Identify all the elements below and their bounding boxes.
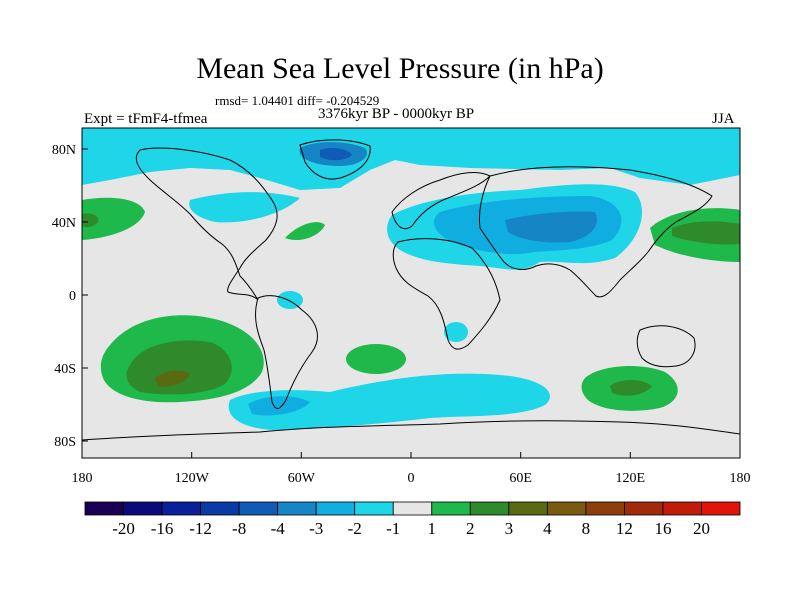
colorbar-label: 8 [582,519,591,538]
colorbar-label: -1 [386,519,400,538]
colorbar-box [123,501,163,516]
north-pacific-high-west-core [82,213,99,228]
colorbar-label: -20 [112,519,135,538]
south-indian-high-core [610,380,652,396]
north-america-coast [135,147,278,301]
colorbar-label: 1 [428,519,437,538]
antarctica-coast [82,420,740,441]
africa-coast [392,238,501,350]
x-label-0: 0 [408,471,415,486]
tick-marks [81,148,741,458]
colorbar-box [508,501,548,516]
x-axis-labels: 180 120W 60W 0 60E 120E 180 [72,471,751,486]
colorbar-box [431,501,471,516]
y-label-80n: 80N [52,143,76,158]
colorbar-box [701,501,741,516]
asia-coast [479,166,713,298]
colorbar-label: -8 [232,519,246,538]
colorbar-label: 4 [543,519,552,538]
x-label-60w: 60W [288,471,316,486]
african-low [444,322,468,342]
colorbar-label: -12 [189,519,212,538]
colorbar-box [662,501,702,516]
colorbar-label: 3 [505,519,514,538]
southern-ocean-low-inner [248,396,310,416]
y-label-40s: 40S [54,362,76,377]
colorbar-box [238,501,279,516]
colorbar-label: 20 [693,519,710,538]
colorbar-box [354,501,394,516]
colorbar-box [585,501,625,516]
colorbar-label: -2 [348,519,362,538]
greenland-low-core [320,147,352,161]
y-label-40n: 40N [52,216,76,231]
y-axis-labels: 80N 40N 0 40S 80S [52,143,76,450]
y-label-0: 0 [69,289,76,304]
season-label: JJA [712,111,735,127]
colorbar-box [546,501,587,516]
colorbar-label: -3 [309,519,323,538]
tropical-atlantic-low [277,291,303,309]
colorbar: -20 -16 -12 -8 -4 -3 -2 -1 1 2 3 4 8 12 16 20 [84,501,741,538]
colorbar-box [392,501,433,516]
tibet-low-core [505,211,598,243]
south-pacific-high-core [155,370,190,387]
x-label-120e: 120E [616,471,646,486]
colorbar-box [161,501,201,516]
colorbar-label: 12 [616,519,633,538]
north-pacific-high-west [82,197,145,240]
x-label-120w: 120W [175,471,210,486]
colorbar-label: 16 [654,519,671,538]
x-label-60e: 60E [509,471,532,486]
north-pacific-high-inner [672,221,740,245]
experiment-label: Expt = tFmF4-tfmea [84,111,208,127]
colorbar-label: 2 [466,519,475,538]
map-plot-area [82,128,740,458]
south-atlantic-high [346,344,406,374]
australia-coast [636,325,696,368]
colorbar-label: -16 [151,519,174,538]
north-atlantic-high [285,222,325,241]
arctic-negative-region [82,128,740,190]
colorbar-box [200,501,240,516]
chart-title: Mean Sea Level Pressure (in hPa) [196,52,604,85]
coastlines [82,139,740,441]
colorbar-box [469,501,510,516]
colorbar-box [84,501,124,516]
colorbar-box [277,501,317,516]
x-label-180w: 180 [72,471,93,486]
colorbar-box [624,501,664,516]
south-pacific-high-mid [126,340,232,395]
europe-coast [391,172,491,230]
southern-ocean-low-outer [228,373,550,431]
period-label: 3376kyr BP - 0000kyr BP [318,106,475,122]
y-label-80s: 80S [54,435,76,450]
x-label-180e: 180 [730,471,751,486]
colorbar-box [315,501,356,516]
south-america-coast [255,295,318,409]
greenland-coast [299,139,371,180]
colorbar-label: -4 [271,519,286,538]
stats-text: rmsd= 1.04401 diff= -0.204529 [215,93,380,108]
